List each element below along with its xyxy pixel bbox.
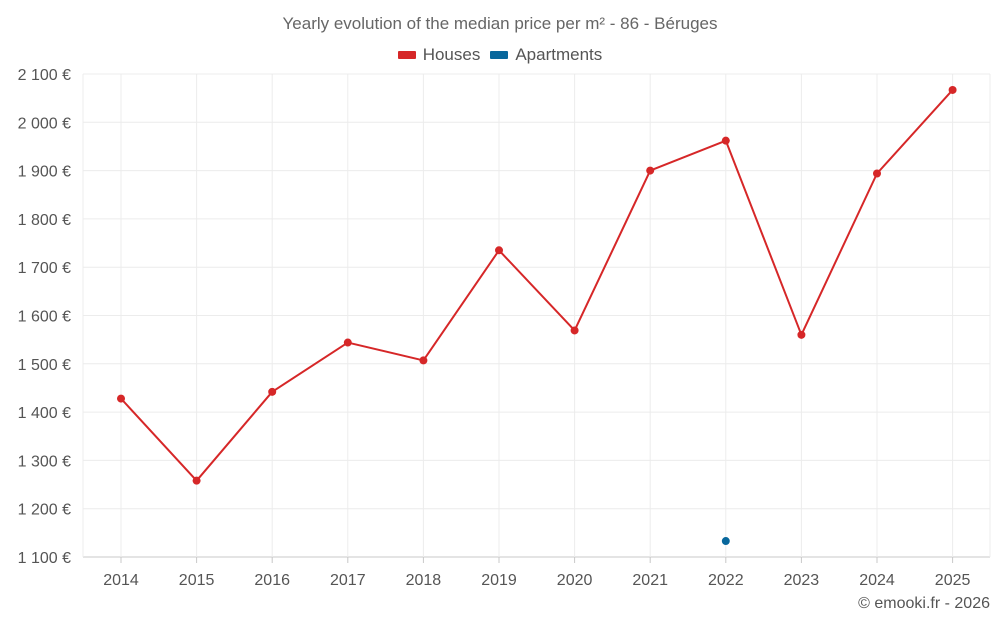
y-tick-label: 1 200 € <box>18 502 71 519</box>
y-tick-label: 1 500 € <box>18 357 71 374</box>
legend-label-apartments: Apartments <box>515 45 603 64</box>
y-tick-label: 1 300 € <box>18 453 71 470</box>
data-point-houses <box>268 387 277 396</box>
data-point-houses <box>117 394 125 403</box>
copyright-credit: © emooki.fr - 2026 <box>858 595 990 612</box>
x-tick-label: 2022 <box>708 572 744 589</box>
data-point-houses <box>948 85 957 94</box>
data-point-houses <box>343 338 352 347</box>
x-tick-label: 2019 <box>481 572 517 589</box>
legend-item-apartments[interactable]: Apartments <box>490 45 602 65</box>
data-point-apartments <box>721 537 730 546</box>
y-tick-label: 1 800 € <box>18 212 71 229</box>
x-tick-label: 2015 <box>179 572 215 589</box>
legend: Houses Apartments <box>0 45 1000 65</box>
x-tick-label: 2024 <box>859 572 895 589</box>
y-tick-label: 1 400 € <box>18 405 71 422</box>
y-tick-label: 1 700 € <box>18 260 71 277</box>
legend-swatch-apartments <box>490 51 509 59</box>
x-tick-label: 2014 <box>103 572 139 589</box>
legend-swatch-houses <box>397 51 416 59</box>
legend-item-houses[interactable]: Houses <box>397 45 481 65</box>
data-point-houses <box>495 246 503 255</box>
data-point-houses <box>873 169 881 178</box>
y-tick-label: 2 100 € <box>18 67 71 84</box>
y-tick-label: 1 900 € <box>18 164 71 181</box>
x-tick-label: 2016 <box>254 572 290 589</box>
series-line-houses <box>120 89 954 482</box>
data-point-houses <box>721 136 730 145</box>
x-tick-label: 2020 <box>557 572 593 589</box>
y-tick-label: 2 000 € <box>18 115 71 132</box>
data-point-houses <box>192 476 201 485</box>
data-point-houses <box>646 166 655 175</box>
x-tick-label: 2018 <box>406 572 442 589</box>
x-tick-label: 2025 <box>935 572 971 589</box>
x-tick-label: 2023 <box>784 572 820 589</box>
data-point-houses <box>797 330 806 339</box>
y-tick-label: 1 600 € <box>18 309 71 326</box>
x-tick-label: 2021 <box>632 572 668 589</box>
y-tick-label: 1 100 € <box>18 550 71 567</box>
x-tick-label: 2017 <box>330 572 366 589</box>
data-point-houses <box>570 326 579 335</box>
legend-label-houses: Houses <box>422 45 481 64</box>
chart-title: Yearly evolution of the median price per… <box>282 14 718 33</box>
data-point-houses <box>419 356 428 365</box>
